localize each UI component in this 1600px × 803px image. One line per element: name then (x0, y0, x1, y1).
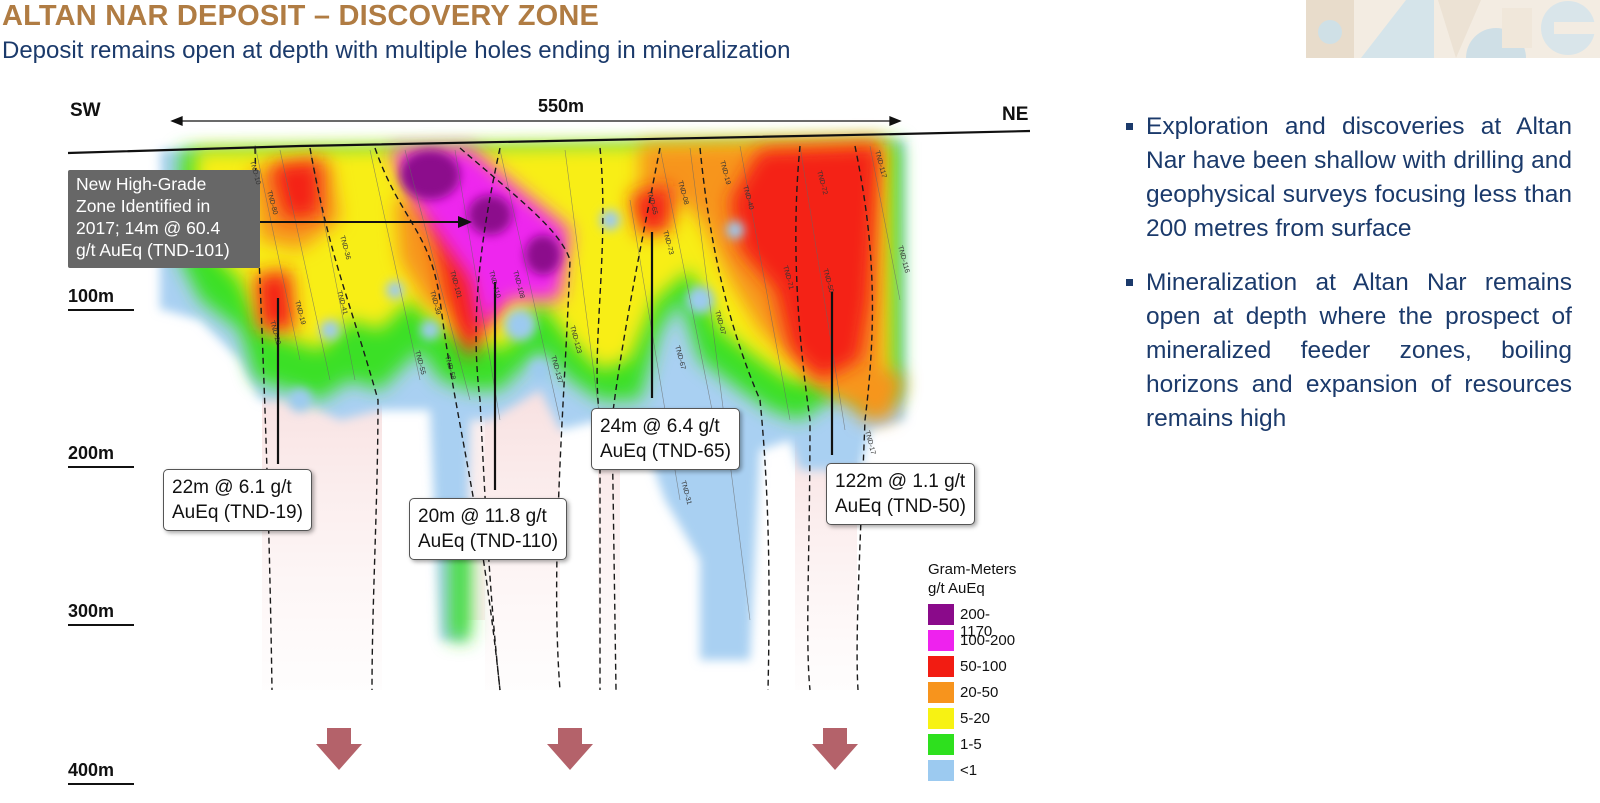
legend-item: 20-50 (928, 682, 1016, 706)
bullet-item: Mineralization at Altan Nar remains open… (1120, 266, 1572, 436)
new-zone-note: New High-Grade Zone Identified in 2017; … (68, 170, 260, 268)
depth-300m-label: 300m (68, 601, 134, 626)
legend-item: 100-200 (928, 630, 1016, 654)
legend-swatch (928, 630, 954, 651)
sw-label: SW (70, 100, 101, 121)
open-at-depth-arrows (316, 728, 858, 770)
low-grade-pockets (288, 210, 744, 412)
bullet-marker-icon (1126, 279, 1133, 286)
legend-title-line: Gram-Meters (928, 561, 1017, 578)
callout-tnd-65: 24m @ 6.4 g/t AuEq (TND-65) (591, 408, 740, 470)
new-zone-arrow (246, 216, 472, 228)
legend-item: 5-20 (928, 708, 1016, 732)
width-dimension (170, 116, 902, 126)
legend-item: 200-1170 (928, 604, 1016, 640)
bullet-list: Exploration and discoveries at Altan Nar… (1120, 110, 1572, 456)
width-label: 550m (538, 96, 585, 116)
ne-label: NE (1002, 104, 1029, 125)
depth-100m-label: 100m (68, 286, 134, 311)
bullet-item: Exploration and discoveries at Altan Nar… (1120, 110, 1572, 246)
legend-swatch (928, 656, 954, 677)
legend-item: 50-100 (928, 656, 1016, 680)
company-logo (1306, 0, 1600, 58)
page-subtitle: Deposit remains open at depth with multi… (2, 37, 791, 64)
highlight-drill-lines (276, 232, 834, 490)
legend-item: 1-5 (928, 734, 1016, 758)
depth-200m-label: 200m (68, 443, 134, 468)
legend-swatch (928, 682, 954, 703)
bullet-marker-icon (1126, 123, 1133, 130)
grade-200-1170-zone (400, 150, 561, 275)
callout-tnd-110: 20m @ 11.8 g/t AuEq (TND-110) (409, 498, 568, 560)
legend-swatch (928, 708, 954, 729)
page-title: ALTAN NAR DEPOSIT – DISCOVERY ZONE (2, 0, 600, 32)
legend-swatch (928, 604, 954, 625)
legend-swatch (928, 760, 954, 781)
callout-tnd-19: 22m @ 6.1 g/t AuEq (TND-19) (163, 469, 312, 531)
depth-400m-label: 400m (68, 760, 134, 785)
fault-lines (254, 145, 874, 691)
legend-item: <1 (928, 760, 1016, 784)
legend-title-line: g/t AuEq (928, 580, 985, 597)
callout-tnd-50: 122m @ 1.1 g/t AuEq (TND-50) (826, 463, 975, 525)
legend-swatch (928, 734, 954, 755)
cross-section-diagram (67, 116, 1031, 770)
grade-legend: Gram-Meters g/t AuEq 200-1170 100-200 50… (928, 560, 1016, 784)
ground-surface (67, 129, 1031, 155)
